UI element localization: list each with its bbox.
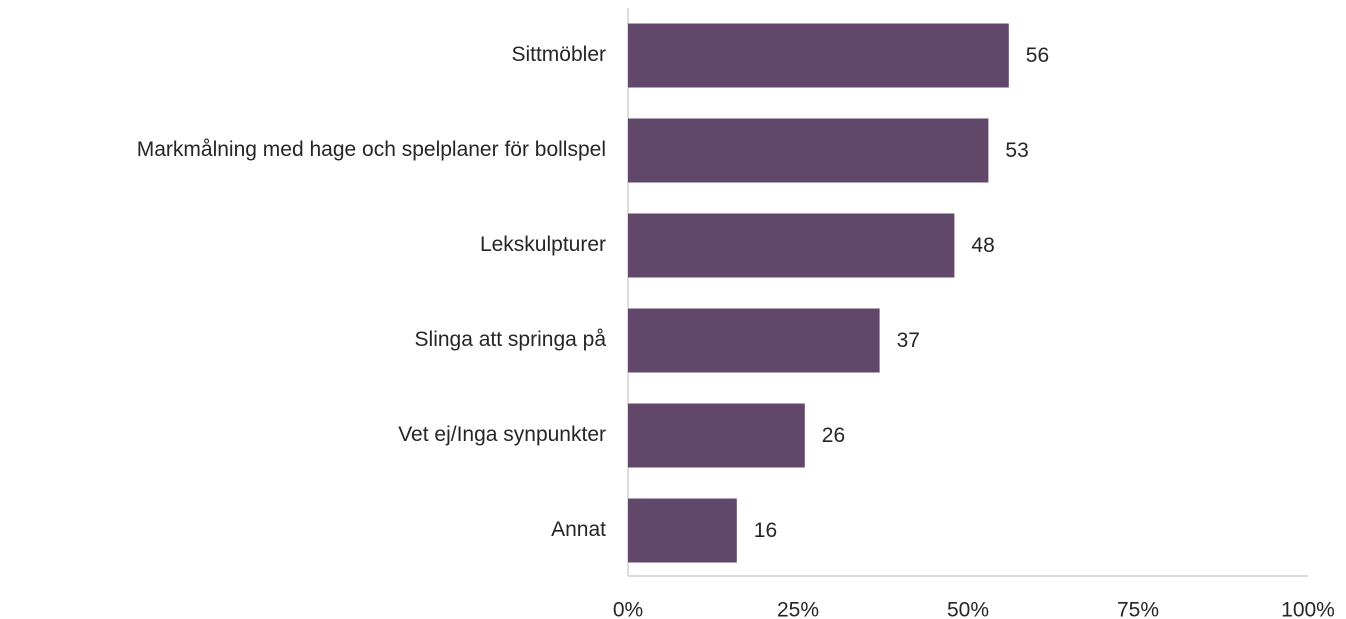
bar	[628, 213, 955, 278]
y-tick-label: Vet ej/Inga synpunkter	[398, 423, 606, 446]
y-tick-label: Lekskulpturer	[480, 233, 606, 256]
value-label: 16	[754, 519, 777, 542]
value-label: 48	[971, 234, 994, 257]
value-label: 53	[1005, 139, 1028, 162]
bar	[628, 308, 880, 373]
y-tick-label: Markmålning med hage och spelplaner för …	[137, 138, 606, 161]
x-tick-label: 25%	[777, 599, 819, 619]
x-tick-label: 50%	[947, 599, 989, 619]
bar	[628, 403, 805, 468]
bar	[628, 118, 989, 183]
x-tick-label: 0%	[613, 599, 643, 619]
bar	[628, 498, 737, 563]
x-tick-label: 100%	[1281, 599, 1335, 619]
value-label: 26	[822, 424, 845, 447]
y-tick-label: Sittmöbler	[511, 43, 606, 66]
value-label: 56	[1026, 44, 1049, 67]
y-tick-label: Slinga att springa på	[415, 328, 607, 351]
bar	[628, 23, 1009, 88]
y-tick-label: Annat	[551, 518, 606, 541]
x-tick-label: 75%	[1117, 599, 1159, 619]
value-label: 37	[897, 329, 920, 352]
